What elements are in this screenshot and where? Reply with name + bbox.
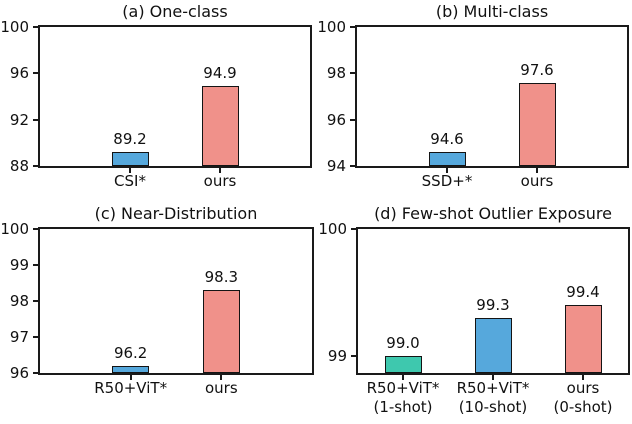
x-tick-label: ours (0-shot) <box>553 379 613 416</box>
subplot-b: (b) Multi-class 94 96 98 100 94.6 SSD+* 97.6 our… <box>316 0 632 212</box>
y-tick <box>33 228 38 230</box>
x-tick <box>219 168 221 173</box>
bar <box>111 152 149 166</box>
bar-value-label: 97.6 <box>520 60 554 79</box>
subplot-title: (a) One-class <box>122 2 228 21</box>
y-tick <box>33 336 38 338</box>
plot-area <box>38 25 312 168</box>
x-tick <box>129 375 132 380</box>
bar <box>202 290 240 373</box>
y-tick-label: 94 <box>326 157 346 175</box>
x-tick <box>536 168 538 173</box>
y-tick-label: 100 <box>318 220 347 238</box>
subplot-title: (d) Few-shot Outlier Exposure <box>374 204 612 223</box>
bar <box>564 305 602 373</box>
bar <box>112 365 150 373</box>
y-tick <box>350 118 355 121</box>
y-tick <box>33 118 38 121</box>
y-tick-label: 98 <box>326 64 346 83</box>
x-tick <box>129 168 131 173</box>
x-tick <box>220 375 223 380</box>
y-tick-label: 100 <box>317 18 346 36</box>
subplot-d: (d) Few-shot Outlier Exposure 99 100 99.0 R5… <box>316 204 632 424</box>
subplot-title: (c) Near-Distribution <box>94 204 258 223</box>
y-tick-label: 98 <box>9 292 29 310</box>
y-tick <box>33 72 38 75</box>
subplot-c: (c) Near-Distribution 96 97 98 99 100 96.2 R50+… <box>0 204 316 424</box>
plot-area <box>355 25 629 168</box>
subplot-a: (a) One-class 88 92 96 100 89.2 CSI* 94.9 ours <box>0 0 316 212</box>
y-tick-label: 96 <box>9 364 29 382</box>
y-tick-label: 88 <box>9 157 29 175</box>
x-tick-label: R50+ViT* <box>94 379 168 397</box>
y-tick-label: 99 <box>9 256 29 274</box>
x-tick-label: ours <box>520 172 554 190</box>
bar-value-label: 98.3 <box>204 268 239 287</box>
y-tick <box>33 26 38 28</box>
x-tick <box>582 375 584 380</box>
y-tick <box>351 228 356 230</box>
x-tick-label: R50+ViT* (10-shot) <box>456 379 530 416</box>
x-tick-label: ours <box>204 379 238 397</box>
y-tick-label: 96 <box>9 64 29 83</box>
bar <box>428 152 466 166</box>
x-tick <box>446 168 448 173</box>
y-tick <box>350 72 355 75</box>
x-tick-label: R50+ViT* (1-shot) <box>366 379 440 416</box>
y-tick <box>351 355 356 358</box>
y-tick <box>33 300 38 302</box>
x-tick <box>402 375 404 380</box>
bar-value-label: 99.3 <box>476 296 510 315</box>
y-tick <box>33 372 38 374</box>
subplot-title: (b) Multi-class <box>435 2 549 21</box>
y-tick <box>350 26 355 28</box>
x-tick-label: ours <box>203 172 237 190</box>
x-tick-label: CSI* <box>114 172 146 190</box>
bar-value-label: 89.2 <box>113 130 147 149</box>
y-tick-label: 97 <box>9 328 29 346</box>
y-tick <box>33 264 38 266</box>
y-tick-label: 96 <box>326 110 346 129</box>
bar <box>518 82 556 166</box>
y-tick <box>350 165 355 167</box>
x-tick <box>492 375 494 380</box>
y-tick-label: 92 <box>9 110 29 129</box>
x-tick-label: SSD+* <box>421 172 473 190</box>
bar-value-label: 99.4 <box>566 283 600 302</box>
bar-value-label: 99.0 <box>386 334 420 353</box>
y-tick-label: 100 <box>0 220 29 238</box>
y-tick <box>33 165 38 167</box>
bar-value-label: 96.2 <box>113 343 148 362</box>
plot-area <box>356 227 630 375</box>
bar-value-label: 94.9 <box>203 64 237 83</box>
plot-area <box>38 227 314 375</box>
bar <box>201 86 239 166</box>
bar <box>474 318 512 373</box>
y-tick-label: 100 <box>0 18 29 36</box>
y-tick-label: 99 <box>327 347 347 366</box>
bar <box>384 356 422 373</box>
bar-value-label: 94.6 <box>430 130 464 149</box>
